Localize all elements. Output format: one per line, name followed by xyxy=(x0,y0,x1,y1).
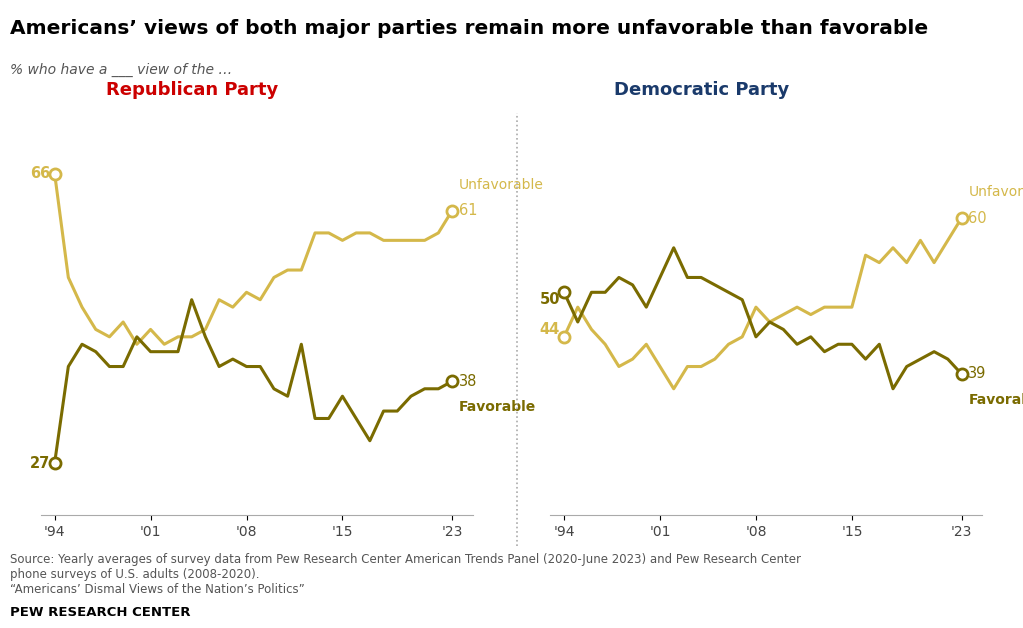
Text: 27: 27 xyxy=(31,455,50,470)
Text: Unfavorable: Unfavorable xyxy=(969,185,1023,199)
Text: Favorable: Favorable xyxy=(459,400,536,414)
Text: 50: 50 xyxy=(539,292,560,307)
Text: 66: 66 xyxy=(31,166,50,181)
Text: 61: 61 xyxy=(459,203,478,218)
Text: Americans’ views of both major parties remain more unfavorable than favorable: Americans’ views of both major parties r… xyxy=(10,19,928,38)
Text: 38: 38 xyxy=(459,374,478,389)
Text: PEW RESEARCH CENTER: PEW RESEARCH CENTER xyxy=(10,606,190,619)
Text: Source: Yearly averages of survey data from Pew Research Center American Trends : Source: Yearly averages of survey data f… xyxy=(10,553,801,595)
Text: Democratic Party: Democratic Party xyxy=(614,80,789,99)
Text: Favorable: Favorable xyxy=(969,393,1023,407)
Text: 60: 60 xyxy=(969,210,987,225)
Text: Unfavorable: Unfavorable xyxy=(459,178,544,192)
Text: 44: 44 xyxy=(540,322,560,337)
Text: Republican Party: Republican Party xyxy=(106,80,278,99)
Text: % who have a ___ view of the …: % who have a ___ view of the … xyxy=(10,63,232,77)
Text: 39: 39 xyxy=(969,367,987,381)
